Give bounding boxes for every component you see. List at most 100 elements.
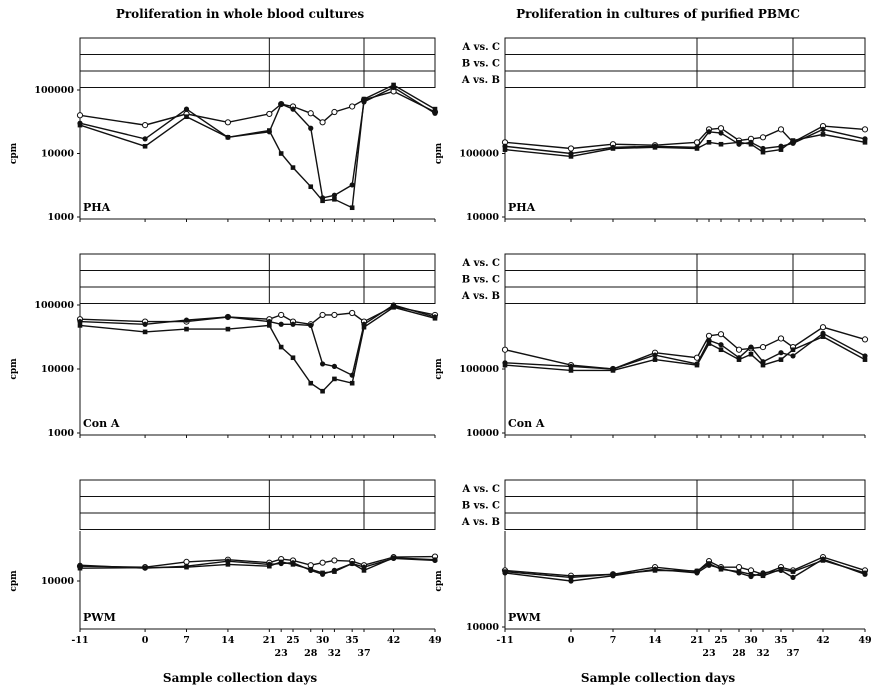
- data-point-open-circle: [717, 125, 725, 132]
- data-point-filled-square: [320, 388, 325, 394]
- data-point-filled-square: [308, 566, 314, 572]
- y-axis-label: cpm: [9, 358, 19, 380]
- y-tick-label: 100000: [459, 149, 499, 160]
- series-line-filled-circle: [79, 304, 436, 377]
- comparison-label: A vs. C: [461, 484, 500, 495]
- data-point-open-circle: [735, 346, 743, 353]
- data-point-filled-square: [760, 362, 766, 368]
- data-point-open-circle: [319, 559, 326, 566]
- data-point-open-circle: [141, 122, 149, 129]
- data-point-filled-square: [610, 571, 616, 577]
- data-point-filled-square: [568, 575, 574, 580]
- data-point-filled-square: [718, 141, 724, 147]
- data-point-filled-circle: [290, 321, 296, 327]
- data-point-filled-square: [184, 326, 189, 332]
- data-point-filled-square: [391, 305, 396, 310]
- data-point-filled-square: [568, 368, 574, 373]
- data-point-filled-square: [225, 134, 231, 140]
- data-point-filled-circle: [331, 363, 338, 369]
- significance-row-box: [79, 479, 436, 497]
- panel-pha-whole-blood: 1000 10000 100000 cpm PHA: [9, 37, 439, 223]
- data-point-filled-square: [652, 568, 658, 573]
- data-point-filled-square: [736, 569, 742, 574]
- data-point-filled-square: [361, 568, 367, 573]
- data-point-filled-square: [290, 355, 296, 361]
- stimulus-label: Con A: [83, 417, 120, 430]
- data-point-filled-square: [862, 140, 868, 145]
- data-point-filled-square: [568, 154, 574, 159]
- data-point-filled-square: [760, 149, 766, 155]
- data-point-filled-square: [267, 563, 272, 569]
- x-tick-label: -11: [496, 635, 513, 646]
- data-point-filled-square: [736, 357, 742, 362]
- data-point-filled-square: [748, 351, 754, 357]
- data-point-filled-square: [290, 562, 296, 567]
- x-tick-label: -11: [71, 635, 88, 646]
- comparison-label: A vs. B: [461, 75, 500, 86]
- data-point-filled-square: [184, 564, 189, 570]
- data-point-filled-square: [142, 329, 148, 335]
- data-point-filled-square: [349, 380, 355, 386]
- series-line-filled-square: [79, 306, 436, 393]
- data-point-filled-square: [790, 138, 796, 143]
- stimulus-label: PHA: [508, 201, 536, 214]
- data-point-filled-square: [320, 198, 325, 204]
- significance-row-box: [79, 286, 436, 304]
- data-point-open-circle: [759, 343, 767, 351]
- significance-row-box: [504, 37, 866, 55]
- data-point-filled-circle: [331, 192, 338, 198]
- data-point-filled-circle: [778, 350, 784, 356]
- data-point-filled-square: [610, 368, 616, 373]
- x-tick-label: 49: [428, 635, 442, 646]
- data-point-filled-square: [862, 570, 868, 576]
- stimulus-label: Con A: [508, 417, 545, 430]
- data-point-filled-square: [332, 569, 337, 574]
- data-point-open-circle: [76, 112, 84, 119]
- x-tick-label: 42: [816, 635, 829, 646]
- data-point-filled-square: [267, 128, 272, 133]
- data-point-filled-square: [77, 323, 83, 328]
- data-point-filled-circle: [278, 101, 284, 107]
- data-point-filled-circle: [183, 106, 190, 112]
- panel-con-a-pbmc: A vs. C B vs. C A vs. B 10000 100000 cpm Con A: [434, 253, 869, 439]
- x-tick-label: 32: [328, 648, 341, 659]
- data-point-filled-square: [652, 357, 658, 362]
- data-point-filled-circle: [718, 130, 724, 136]
- data-point-filled-circle: [760, 145, 766, 152]
- data-point-open-circle: [349, 103, 356, 110]
- data-point-open-circle: [501, 346, 509, 353]
- x-tick-label: 32: [756, 648, 769, 659]
- data-point-filled-square: [502, 147, 508, 152]
- significance-row-box: [504, 286, 866, 304]
- data-point-filled-square: [790, 569, 796, 574]
- data-point-open-circle: [331, 311, 338, 319]
- right-column-title: Proliferation in cultures of purified PB…: [516, 7, 800, 21]
- y-tick-label: 1000: [48, 428, 75, 439]
- data-point-filled-square: [142, 143, 148, 149]
- data-point-filled-square: [290, 165, 296, 170]
- data-point-filled-circle: [568, 578, 574, 584]
- data-point-filled-square: [77, 565, 83, 571]
- data-point-filled-circle: [568, 363, 574, 369]
- y-axis-label: cpm: [9, 142, 19, 164]
- x-tick-label: 23: [275, 648, 288, 659]
- data-point-open-circle: [349, 309, 356, 317]
- significance-row-box: [504, 479, 866, 497]
- data-point-open-circle: [319, 119, 326, 126]
- significance-row-box: [79, 270, 436, 288]
- data-point-filled-square: [332, 376, 337, 382]
- data-point-filled-square: [320, 570, 325, 576]
- comparison-label: B vs. C: [462, 58, 500, 69]
- panel-pha-pbmc: A vs. C B vs. C A vs. B 10000 100000 cpm PHA: [434, 37, 869, 223]
- data-point-filled-square: [502, 569, 508, 574]
- x-tick-label: 7: [610, 635, 617, 646]
- data-point-filled-square: [225, 562, 231, 567]
- data-point-open-circle: [777, 126, 785, 133]
- data-point-filled-square: [142, 565, 148, 570]
- stimulus-label: PWM: [83, 611, 116, 624]
- data-point-filled-square: [694, 568, 700, 574]
- significance-row-box: [504, 512, 866, 530]
- data-point-filled-square: [278, 559, 284, 565]
- y-axis-label: cpm: [9, 570, 19, 592]
